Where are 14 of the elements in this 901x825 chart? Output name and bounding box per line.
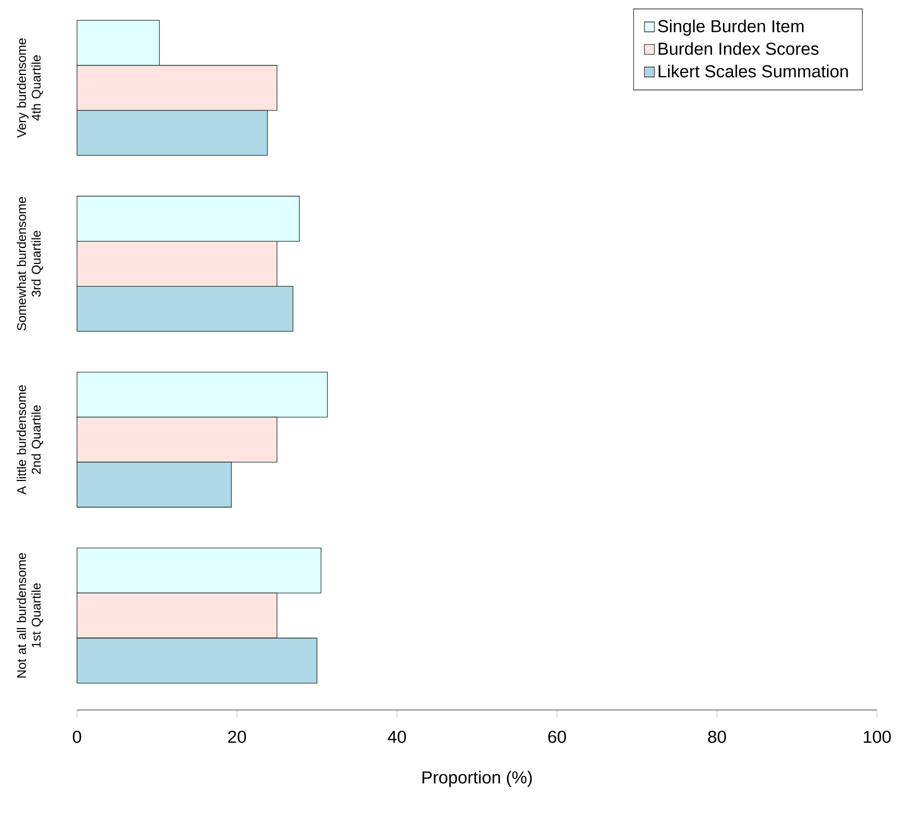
x-tick-label: 20	[228, 730, 246, 743]
x-tick-label: 100	[864, 730, 891, 743]
y-tick-label: Very burdensome 4th Quartile	[16, 38, 43, 138]
x-tick-label: 40	[388, 730, 406, 743]
y-tick-label: Not at all burdensome 1st Quartile	[16, 553, 43, 678]
x-axis-title: Proportion (%)	[422, 770, 532, 787]
x-tick-label: 80	[708, 730, 726, 743]
legend-label: Likert Scales Summation	[658, 64, 848, 78]
y-tick-label: A little burdensome 2nd Quartile	[16, 385, 43, 495]
legend-label: Single Burden Item	[658, 20, 804, 36]
legend-label: Burden Index Scores	[658, 42, 819, 55]
x-tick-label: 60	[548, 730, 566, 743]
x-tick-label: 0	[72, 730, 82, 743]
y-tick-label: Somewhat burdensome 3rd Quartile	[16, 197, 43, 330]
